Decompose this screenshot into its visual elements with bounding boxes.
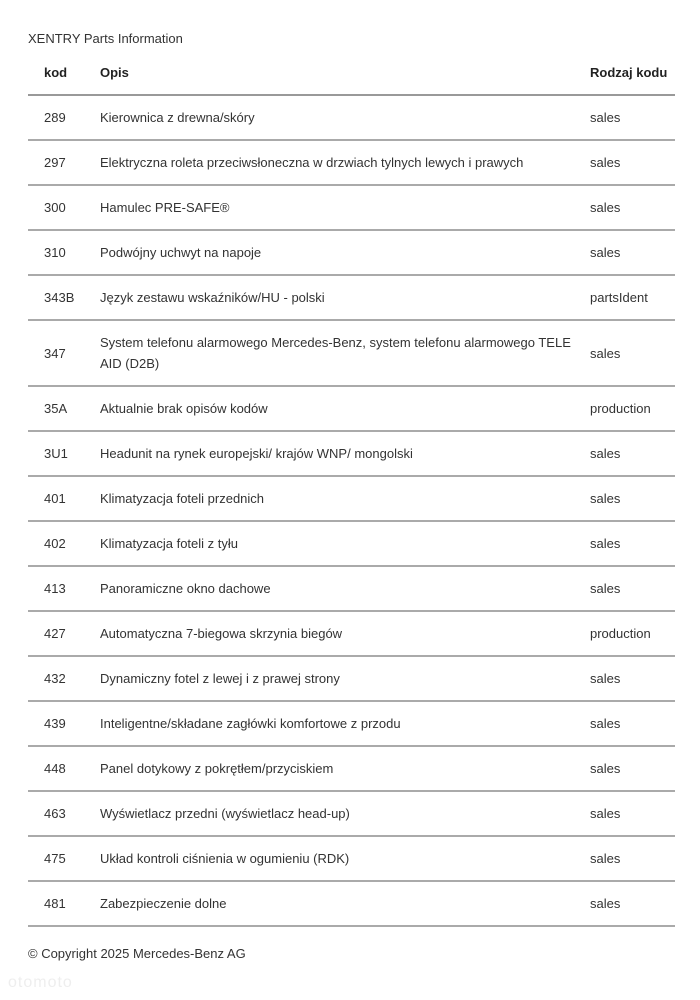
- cell-kod: 481: [28, 881, 100, 927]
- cell-kod: 310: [28, 230, 100, 276]
- cell-rodzaj: sales: [590, 566, 675, 612]
- cell-opis: Wyświetlacz przedni (wyświetlacz head-up…: [100, 791, 590, 837]
- cell-opis: Podwójny uchwyt na napoje: [100, 230, 590, 276]
- cell-rodzaj: sales: [590, 746, 675, 792]
- table-row: 35A Aktualnie brak opisów kodów production: [28, 386, 675, 432]
- table-row: 432 Dynamiczny fotel z lewej i z prawej s…: [28, 656, 675, 702]
- cell-opis: Układ kontroli ciśnienia w ogumieniu (RD…: [100, 836, 590, 882]
- cell-rodzaj: sales: [590, 185, 675, 231]
- cell-kod: 289: [28, 95, 100, 141]
- cell-rodzaj: sales: [590, 836, 675, 882]
- cell-kod: 401: [28, 476, 100, 522]
- cell-opis: Panel dotykowy z pokrętłem/przyciskiem: [100, 746, 590, 792]
- parts-code-table: kod Opis Rodzaj kodu 289 Kierownica z dre…: [28, 62, 675, 927]
- cell-rodzaj: sales: [590, 431, 675, 477]
- cell-kod: 343B: [28, 275, 100, 321]
- page-title: XENTRY Parts Information: [28, 31, 183, 46]
- cell-opis: Automatyczna 7-biegowa skrzynia biegów: [100, 611, 590, 657]
- cell-rodzaj: sales: [590, 521, 675, 567]
- table-row: 289 Kierownica z drewna/skóry sales: [28, 95, 675, 141]
- table-row: 300 Hamulec PRE-SAFE® sales: [28, 185, 675, 231]
- table-row: 347 System telefonu alarmowego Mercedes-B…: [28, 320, 675, 387]
- cell-opis: Headunit na rynek europejski/ krajów WNP…: [100, 431, 590, 477]
- cell-rodzaj: sales: [590, 791, 675, 837]
- table-row: 402 Klimatyzacja foteli z tyłu sales: [28, 521, 675, 567]
- cell-opis: Kierownica z drewna/skóry: [100, 95, 590, 141]
- cell-rodzaj: sales: [590, 476, 675, 522]
- column-header-kod: kod: [28, 62, 100, 96]
- copyright: © Copyright 2025 Mercedes-Benz AG: [28, 946, 246, 961]
- table-row: 297 Elektryczna roleta przeciwsłoneczna w…: [28, 140, 675, 186]
- cell-opis: System telefonu alarmowego Mercedes-Benz…: [100, 320, 590, 387]
- cell-kod: 432: [28, 656, 100, 702]
- cell-rodzaj: partsIdent: [590, 275, 675, 321]
- cell-rodzaj: sales: [590, 656, 675, 702]
- cell-kod: 463: [28, 791, 100, 837]
- cell-rodzaj: sales: [590, 320, 675, 387]
- cell-rodzaj: production: [590, 386, 675, 432]
- watermark-logo: otomoto: [8, 974, 73, 991]
- cell-opis: Hamulec PRE-SAFE®: [100, 185, 590, 231]
- table-row: 413 Panoramiczne okno dachowe sales: [28, 566, 675, 612]
- cell-rodzaj: sales: [590, 881, 675, 927]
- cell-kod: 35A: [28, 386, 100, 432]
- cell-opis: Elektryczna roleta przeciwsłoneczna w dr…: [100, 140, 590, 186]
- cell-opis: Inteligentne/składane zagłówki komfortow…: [100, 701, 590, 747]
- cell-kod: 3U1: [28, 431, 100, 477]
- table-row: 3U1 Headunit na rynek europejski/ krajów …: [28, 431, 675, 477]
- table-header-row: kod Opis Rodzaj kodu: [28, 62, 675, 96]
- table-row: 481 Zabezpieczenie dolne sales: [28, 881, 675, 927]
- column-header-rodzaj: Rodzaj kodu: [590, 62, 675, 96]
- cell-kod: 448: [28, 746, 100, 792]
- table-row: 310 Podwójny uchwyt na napoje sales: [28, 230, 675, 276]
- cell-rodzaj: sales: [590, 140, 675, 186]
- cell-opis: Język zestawu wskaźników/HU - polski: [100, 275, 590, 321]
- cell-kod: 347: [28, 320, 100, 387]
- cell-kod: 413: [28, 566, 100, 612]
- table-row: 343B Język zestawu wskaźników/HU - polski…: [28, 275, 675, 321]
- table-row: 475 Układ kontroli ciśnienia w ogumieniu …: [28, 836, 675, 882]
- column-header-opis: Opis: [100, 62, 590, 96]
- cell-opis: Aktualnie brak opisów kodów: [100, 386, 590, 432]
- cell-opis: Dynamiczny fotel z lewej i z prawej stro…: [100, 656, 590, 702]
- cell-kod: 297: [28, 140, 100, 186]
- cell-opis: Panoramiczne okno dachowe: [100, 566, 590, 612]
- table-row: 463 Wyświetlacz przedni (wyświetlacz head…: [28, 791, 675, 837]
- cell-opis: Zabezpieczenie dolne: [100, 881, 590, 927]
- table-row: 448 Panel dotykowy z pokrętłem/przyciskie…: [28, 746, 675, 792]
- table-row: 439 Inteligentne/składane zagłówki komfor…: [28, 701, 675, 747]
- cell-rodzaj: sales: [590, 95, 675, 141]
- cell-kod: 475: [28, 836, 100, 882]
- cell-kod: 439: [28, 701, 100, 747]
- cell-kod: 300: [28, 185, 100, 231]
- table-row: 427 Automatyczna 7-biegowa skrzynia biegó…: [28, 611, 675, 657]
- cell-opis: Klimatyzacja foteli przednich: [100, 476, 590, 522]
- cell-rodzaj: sales: [590, 701, 675, 747]
- table-row: 401 Klimatyzacja foteli przednich sales: [28, 476, 675, 522]
- cell-kod: 427: [28, 611, 100, 657]
- cell-rodzaj: production: [590, 611, 675, 657]
- cell-opis: Klimatyzacja foteli z tyłu: [100, 521, 590, 567]
- cell-kod: 402: [28, 521, 100, 567]
- cell-rodzaj: sales: [590, 230, 675, 276]
